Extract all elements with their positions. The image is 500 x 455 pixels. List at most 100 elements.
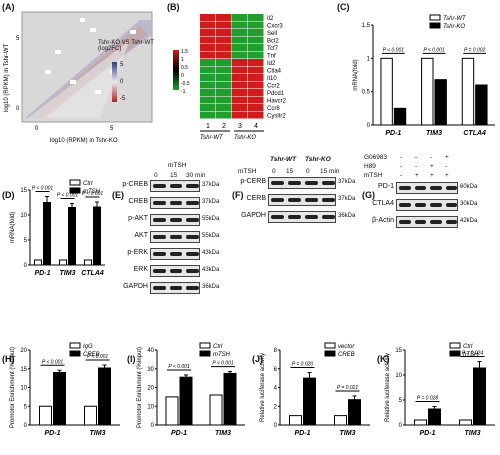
heatmap-cell	[216, 104, 232, 111]
category-label: CTLA4	[463, 130, 486, 137]
bar	[165, 396, 179, 426]
legend-label: vector	[338, 344, 355, 350]
bar	[209, 394, 223, 426]
bar	[84, 405, 97, 426]
legend-swatch	[449, 342, 461, 349]
time-label: 0	[306, 168, 310, 175]
blot-band	[271, 215, 284, 219]
y-tick-label: 5	[399, 398, 403, 404]
blot-band	[186, 218, 199, 222]
heatmap-cell	[200, 66, 216, 74]
heatmap-cell	[200, 104, 216, 111]
heatmap-cell	[200, 44, 216, 51]
gene-label: Cysltr2	[267, 114, 286, 120]
heatmap-cell	[232, 21, 248, 29]
bar	[98, 367, 111, 426]
blot-row-label: p-CREB	[122, 181, 148, 188]
legend-swatch	[69, 179, 81, 186]
category-label: TIM3	[60, 270, 76, 277]
panel-a: (A) log10 (RPKM) in Tshr-WT log10 (RPKM)…	[0, 0, 160, 145]
panel-label: (F)	[232, 190, 244, 200]
heatmap-cell	[216, 21, 232, 29]
blot-row	[268, 194, 336, 206]
blot-band	[305, 181, 318, 185]
y-tick-label: 10	[20, 386, 27, 392]
condition-label: H89	[364, 163, 376, 170]
blot-band	[186, 184, 199, 188]
blot-row-label: GAPDH	[123, 283, 148, 290]
blot-band	[322, 198, 335, 202]
bar	[475, 84, 488, 126]
category-label: TIM3	[426, 130, 442, 137]
category-label: CTLA4	[81, 270, 104, 277]
bar	[428, 408, 441, 426]
legend-title: Tshr-KO VS Tshr-WT (log2FC)	[98, 40, 154, 52]
volcano-scatter: log10 (RPKM) in Tshr-WT log10 (RPKM) in …	[4, 11, 153, 144]
legend-swatch	[199, 350, 211, 357]
y-axis-label: log10 (RPKM) in Tshr-WT	[4, 43, 10, 112]
kda-label: 43kDa	[202, 250, 220, 256]
blot-row-label: β-Actin	[372, 217, 394, 224]
kda-label: 43kDa	[202, 267, 220, 273]
blot-band	[169, 201, 183, 205]
group-label: Tshr-WT	[270, 156, 297, 163]
bar-chart-k: 0 5 10 15 Relative luciferase activity PD-1 P …	[385, 342, 495, 437]
blot-row-label: ERK	[133, 266, 148, 273]
blot-band	[445, 220, 457, 224]
category-label: PD-1	[420, 430, 436, 437]
kda-label: 30kDa	[460, 201, 478, 207]
blot-band	[153, 201, 166, 205]
blot-row-label: p-CERB	[240, 178, 266, 185]
heatmap-cell	[248, 44, 264, 51]
treatment-label: mTSH	[168, 162, 187, 169]
condition-value: -	[415, 163, 418, 170]
y-tick-label: 6	[274, 367, 278, 373]
blot-row	[150, 214, 200, 226]
blot-band	[414, 203, 426, 207]
heatmap-cell	[216, 51, 232, 59]
blot-row-label: CTLA4	[372, 200, 394, 207]
kda-label: 37kDa	[202, 182, 220, 188]
heatmap-cell	[248, 111, 264, 119]
heatmap-cell	[232, 36, 248, 44]
category-label: TIM3	[340, 430, 356, 437]
p-value: P = 0.028	[417, 396, 439, 402]
scale-tick: -0.5	[181, 81, 190, 87]
bar	[348, 399, 361, 426]
blot-row	[150, 265, 200, 277]
heatmap-cell	[232, 104, 248, 111]
condition-value: -	[400, 172, 403, 179]
heatmap-cell	[248, 74, 264, 81]
bar	[334, 415, 347, 426]
heatmap-cell	[200, 96, 216, 104]
heatmap-cell	[232, 96, 248, 104]
y-tick-label: 40	[147, 348, 154, 354]
blot-band	[430, 220, 442, 224]
heatmap-cell	[248, 104, 264, 111]
bar-chart-h: 0 5 10 15 20 Promotor Enrichment (%Input) PD-1…	[10, 342, 120, 437]
bar-chart-c: 0 0.5 1 1.5 mRNA(fold) PD-1 P < 0.001 TIM3 P < 0…	[353, 14, 495, 137]
bar	[393, 107, 407, 126]
blot-row-label: CREB	[128, 198, 148, 205]
blot-band	[305, 198, 318, 202]
blot-row	[396, 199, 458, 211]
group-label: Tshr-KO	[305, 156, 331, 163]
y-tick-label: 15	[20, 367, 27, 373]
y-tick-label: 15	[20, 188, 27, 194]
y-tick-label: 0	[367, 123, 371, 129]
panel-label: (C)	[337, 2, 350, 12]
heatmap-cell	[200, 21, 216, 29]
condition-value: -	[400, 163, 403, 170]
legend-swatch	[199, 342, 211, 349]
scale-tick: 0.5	[181, 65, 188, 71]
y-tick-label: 5	[24, 404, 28, 410]
blot-band	[169, 252, 183, 256]
legend-label: Ctrl	[463, 344, 473, 350]
category-label: PD-1	[35, 270, 51, 277]
legend-label: IgG	[83, 344, 93, 350]
y-tick-label: 10	[147, 404, 154, 410]
panel-d: (D) 0 5 10 15 mRNA(fold) PD-1 P < 0.001 TIM3 P <…	[0, 150, 110, 300]
time-label: 0	[272, 168, 276, 175]
condition-value: -	[430, 154, 433, 161]
y-axis-label: Promotor Enrichment (%Input)	[137, 347, 143, 428]
